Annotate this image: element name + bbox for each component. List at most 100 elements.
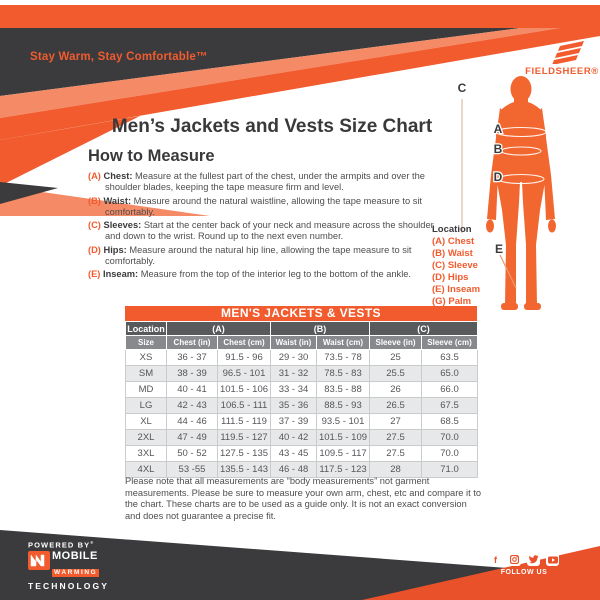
fieldsheer-logo: FIELDSHEER®	[524, 40, 600, 77]
instruction-text: Measure at the fullest part of the chest…	[105, 171, 425, 193]
cell-chest-cm: 91.5 - 96	[217, 349, 271, 366]
cell-size: LG	[125, 397, 167, 414]
cell-chest-in: 50 - 52	[166, 445, 218, 462]
legend-item: (A) Chest	[432, 236, 475, 247]
mobile-label: MOBILE	[52, 549, 98, 562]
cell-chest-cm: 119.5 - 127	[217, 429, 271, 446]
cell-sleeve-in: 25.5	[369, 365, 422, 382]
cell-chest-cm: 135.5 - 143	[217, 461, 271, 478]
mobile-warming-icon	[28, 550, 50, 570]
cell-sleeve-in: 27	[369, 413, 422, 430]
cell-sleeve-cm: 67.5	[421, 397, 478, 414]
instagram-icon[interactable]	[508, 553, 521, 566]
social-links: f FOLLOW US	[484, 553, 564, 576]
cell-size: 3XL	[125, 445, 167, 462]
warming-label: WARMING	[52, 568, 100, 577]
legend-heading: Location	[432, 224, 472, 235]
col-waist-cm: Waist (cm)	[316, 335, 370, 350]
figure-marker-c: C	[458, 81, 467, 95]
cell-waist-cm: 101.5 - 109	[316, 429, 370, 446]
col-sleeve-cm: Sleeve (cm)	[421, 335, 478, 350]
instruction-letter: (E)	[88, 269, 101, 280]
technology-label: TECHNOLOGY	[28, 580, 109, 591]
col-chest-cm: Chest (cm)	[217, 335, 271, 350]
instruction-label: Chest:	[103, 171, 133, 181]
instruction-text: Measure from the top of the interior leg…	[140, 269, 412, 280]
instruction-label: Hips:	[103, 244, 127, 255]
cell-waist-cm: 78.5 - 83	[316, 365, 370, 382]
cell-waist-cm: 109.5 - 117	[316, 445, 370, 462]
how-to-measure-section: How to Measure (A) Chest: Measure at the…	[88, 147, 442, 283]
cell-chest-in: 44 - 46	[166, 413, 218, 430]
cell-waist-in: 29 - 30	[270, 349, 317, 366]
instruction-label: Inseam:	[103, 269, 139, 280]
cell-waist-in: 31 - 32	[270, 365, 317, 382]
measure-instruction: (A) Chest: Measure at the fullest part o…	[88, 171, 442, 194]
figure-marker-a: A	[494, 122, 503, 136]
cell-chest-in: 36 - 37	[166, 349, 218, 366]
cell-sleeve-cm: 63.5	[421, 349, 478, 366]
instruction-text: Measure around the natural waistline, al…	[105, 195, 423, 217]
col-size: Size	[125, 335, 167, 350]
cell-size: MD	[125, 381, 167, 398]
group-header-c: (C)	[369, 321, 478, 336]
cell-size: SM	[125, 365, 167, 382]
cell-sleeve-in: 26	[369, 381, 422, 398]
youtube-icon[interactable]	[546, 553, 559, 566]
cell-size: 2XL	[125, 429, 167, 446]
table-row: 4XL 53 -55 135.5 - 143 46 - 48 117.5 - 1…	[125, 461, 478, 478]
legend-item: (E) Inseam	[432, 284, 481, 295]
cell-sleeve-in: 25	[369, 349, 422, 366]
cell-chest-cm: 111.5 - 119	[217, 413, 271, 430]
cell-chest-cm: 127.5 - 135	[217, 445, 271, 462]
cell-waist-cm: 83.5 - 88	[316, 381, 370, 398]
how-to-measure-heading: How to Measure	[88, 147, 215, 165]
instruction-text: Measure around the natural hip line, all…	[105, 244, 412, 267]
col-sleeve-in: Sleeve (in)	[369, 335, 422, 350]
figure-marker-b: B	[494, 142, 503, 156]
table-row: XL 44 - 46 111.5 - 119 37 - 39 93.5 - 10…	[125, 413, 478, 430]
size-table: Location (A) (B) (C) Size Chest (in) Che…	[125, 321, 478, 478]
facebook-icon[interactable]: f	[489, 553, 502, 566]
cell-chest-in: 47 - 49	[166, 429, 218, 446]
cell-chest-cm: 96.5 - 101	[217, 365, 271, 382]
instruction-label: Sleeves:	[103, 220, 142, 231]
twitter-icon[interactable]	[527, 553, 540, 566]
figure-marker-d: D	[494, 170, 503, 184]
size-chart: MEN'S JACKETS & VESTS Location (A) (B) (…	[125, 306, 478, 478]
legend-item: (B) Waist	[432, 248, 473, 259]
table-row: XS 36 - 37 91.5 - 96 29 - 30 73.5 - 78 2…	[125, 349, 478, 366]
cell-waist-in: 40 - 42	[270, 429, 317, 446]
measure-instruction: (C) Sleeves: Start at the center back of…	[88, 220, 442, 243]
cell-waist-in: 33 - 34	[270, 381, 317, 398]
cell-chest-in: 42 - 43	[166, 397, 218, 414]
legend-item: (C) Sleeve	[432, 260, 478, 271]
group-header-location: Location	[125, 321, 167, 336]
cell-sleeve-cm: 65.0	[421, 365, 478, 382]
measure-instruction: (E) Inseam: Measure from the top of the …	[88, 269, 442, 280]
cell-sleeve-cm: 70.0	[421, 445, 478, 462]
inseam-measure-line	[499, 254, 517, 289]
cell-sleeve-cm: 68.5	[421, 413, 478, 430]
powered-by-label: POWERED BY®	[28, 540, 95, 550]
fieldsheer-stripes-icon	[552, 41, 584, 64]
figure-marker-e: E	[495, 242, 503, 256]
col-waist-in: Waist (in)	[270, 335, 317, 350]
group-header-row: Location (A) (B) (C)	[125, 321, 478, 336]
measure-instruction: (B) Waist: Measure around the natural wa…	[88, 196, 442, 219]
body-measurement-figure: C A B D E	[456, 76, 556, 310]
cell-chest-in: 38 - 39	[166, 365, 218, 382]
cell-chest-in: 53 -55	[166, 461, 218, 478]
cell-waist-in: 43 - 45	[270, 445, 317, 462]
cell-chest-cm: 106.5 - 111	[217, 397, 271, 414]
brand-tagline: Stay Warm, Stay Comfortable™	[30, 51, 208, 63]
cell-sleeve-cm: 71.0	[421, 461, 478, 478]
cell-size: XS	[125, 349, 167, 366]
instruction-label: Waist:	[103, 195, 132, 206]
group-header-b: (B)	[270, 321, 370, 336]
cell-chest-in: 40 - 41	[166, 381, 218, 398]
cell-waist-in: 46 - 48	[270, 461, 317, 478]
cell-waist-cm: 73.5 - 78	[316, 349, 370, 366]
size-chart-title: MEN'S JACKETS & VESTS	[125, 306, 477, 321]
